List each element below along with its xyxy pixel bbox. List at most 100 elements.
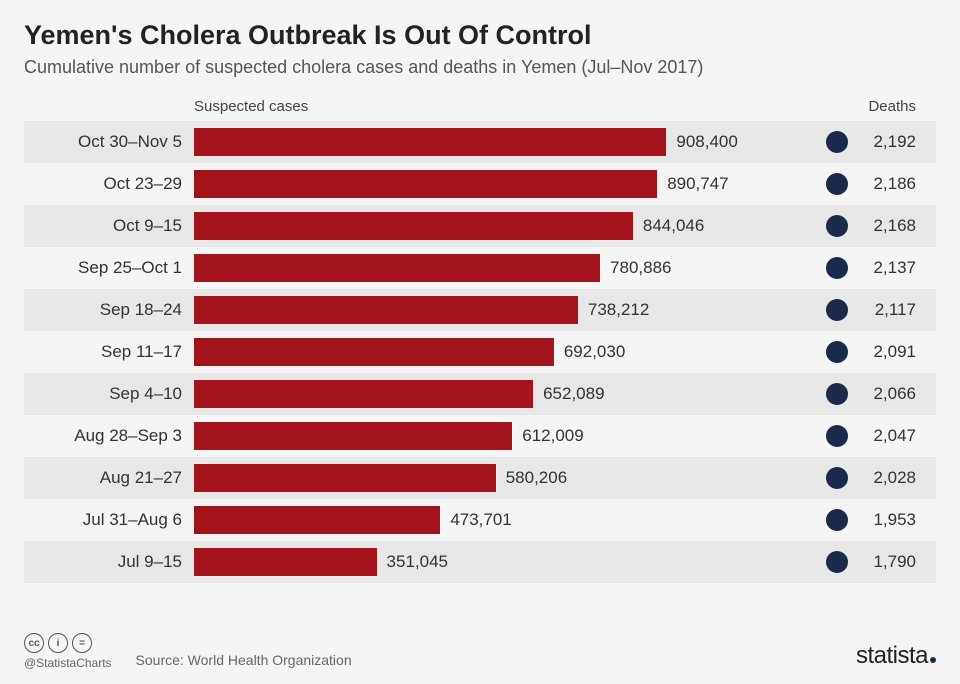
source: Source: World Health Organization: [136, 652, 352, 668]
row-label: Aug 21–27: [24, 468, 194, 488]
bar-container: 351,045: [194, 541, 714, 583]
bar-container: 738,212: [194, 289, 714, 331]
footer: cc i = @StatistaCharts Source: World Hea…: [24, 633, 936, 670]
death-section: 2,137: [714, 257, 936, 279]
cases-value: 652,089: [543, 384, 604, 404]
chart-container: Yemen's Cholera Outbreak Is Out Of Contr…: [0, 0, 960, 684]
death-dot-icon: [826, 215, 848, 237]
deaths-value: 2,192: [866, 132, 916, 152]
bar-container: 652,089: [194, 373, 714, 415]
bar-container: 890,747: [194, 163, 729, 205]
cases-value: 908,400: [676, 132, 737, 152]
cases-value: 890,747: [667, 174, 728, 194]
bar: [194, 128, 666, 156]
table-row: Sep 11–17 692,030 2,091: [24, 331, 936, 373]
table-row: Sep 18–24 738,212 2,117: [24, 289, 936, 331]
chart-title: Yemen's Cholera Outbreak Is Out Of Contr…: [24, 20, 936, 51]
bar-container: 473,701: [194, 499, 714, 541]
table-row: Sep 4–10 652,089 2,066: [24, 373, 936, 415]
header-cases: Suspected cases: [194, 98, 308, 115]
deaths-value: 2,137: [866, 258, 916, 278]
death-section: 2,091: [714, 341, 936, 363]
nd-icon: =: [72, 633, 92, 653]
death-dot-icon: [826, 425, 848, 447]
deaths-value: 2,168: [866, 216, 916, 236]
header-deaths: Deaths: [868, 98, 936, 115]
chart-area: Suspected cases Deaths Oct 30–Nov 5 908,4…: [24, 98, 936, 583]
death-section: 2,117: [714, 299, 936, 321]
cases-value: 738,212: [588, 300, 649, 320]
cases-value: 473,701: [450, 510, 511, 530]
bar: [194, 506, 440, 534]
death-section: 2,186: [729, 173, 936, 195]
column-headers: Suspected cases Deaths: [24, 98, 936, 115]
logo-dot-icon: [930, 657, 936, 663]
logo-text: statista: [856, 642, 928, 670]
row-label: Jul 9–15: [24, 552, 194, 572]
death-dot-icon: [826, 257, 848, 279]
death-dot-icon: [826, 383, 848, 405]
bar: [194, 338, 554, 366]
bar: [194, 254, 600, 282]
cases-value: 692,030: [564, 342, 625, 362]
death-section: 2,028: [714, 467, 936, 489]
death-dot-icon: [826, 131, 848, 153]
cases-value: 612,009: [522, 426, 583, 446]
handle: @StatistaCharts: [24, 656, 112, 670]
deaths-value: 1,953: [866, 510, 916, 530]
row-label: Sep 4–10: [24, 384, 194, 404]
death-section: 1,790: [714, 551, 936, 573]
bar: [194, 296, 578, 324]
table-row: Oct 23–29 890,747 2,186: [24, 163, 936, 205]
table-row: Aug 21–27 580,206 2,028: [24, 457, 936, 499]
death-section: 1,953: [714, 509, 936, 531]
cases-value: 580,206: [506, 468, 567, 488]
bar-container: 612,009: [194, 415, 714, 457]
bar-container: 692,030: [194, 331, 714, 373]
statista-logo: statista: [856, 642, 936, 670]
by-icon: i: [48, 633, 68, 653]
deaths-value: 2,117: [866, 300, 916, 320]
bar: [194, 548, 377, 576]
deaths-value: 2,186: [866, 174, 916, 194]
row-label: Oct 9–15: [24, 216, 194, 236]
cases-value: 844,046: [643, 216, 704, 236]
death-dot-icon: [826, 551, 848, 573]
deaths-value: 2,066: [866, 384, 916, 404]
row-label: Sep 18–24: [24, 300, 194, 320]
bar: [194, 170, 657, 198]
row-label: Oct 30–Nov 5: [24, 132, 194, 152]
death-section: 2,192: [738, 131, 936, 153]
deaths-value: 2,091: [866, 342, 916, 362]
death-dot-icon: [826, 299, 848, 321]
death-dot-icon: [826, 509, 848, 531]
table-row: Oct 9–15 844,046 2,168: [24, 205, 936, 247]
death-section: 2,168: [714, 215, 936, 237]
footer-left: cc i = @StatistaCharts: [24, 633, 112, 670]
bar: [194, 464, 496, 492]
death-section: 2,047: [714, 425, 936, 447]
table-row: Oct 30–Nov 5 908,400 2,192: [24, 121, 936, 163]
deaths-value: 2,028: [866, 468, 916, 488]
row-label: Sep 11–17: [24, 342, 194, 362]
cases-value: 780,886: [610, 258, 671, 278]
cases-value: 351,045: [387, 552, 448, 572]
cc-icons: cc i =: [24, 633, 112, 653]
table-row: Aug 28–Sep 3 612,009 2,047: [24, 415, 936, 457]
bar-container: 780,886: [194, 247, 714, 289]
death-dot-icon: [826, 341, 848, 363]
bar-container: 844,046: [194, 205, 714, 247]
deaths-value: 2,047: [866, 426, 916, 446]
chart-subtitle: Cumulative number of suspected cholera c…: [24, 57, 936, 78]
bar: [194, 212, 633, 240]
table-row: Jul 9–15 351,045 1,790: [24, 541, 936, 583]
death-dot-icon: [826, 467, 848, 489]
row-label: Oct 23–29: [24, 174, 194, 194]
table-row: Sep 25–Oct 1 780,886 2,137: [24, 247, 936, 289]
cc-icon: cc: [24, 633, 44, 653]
row-label: Aug 28–Sep 3: [24, 426, 194, 446]
table-row: Jul 31–Aug 6 473,701 1,953: [24, 499, 936, 541]
row-label: Sep 25–Oct 1: [24, 258, 194, 278]
row-label: Jul 31–Aug 6: [24, 510, 194, 530]
deaths-value: 1,790: [866, 552, 916, 572]
